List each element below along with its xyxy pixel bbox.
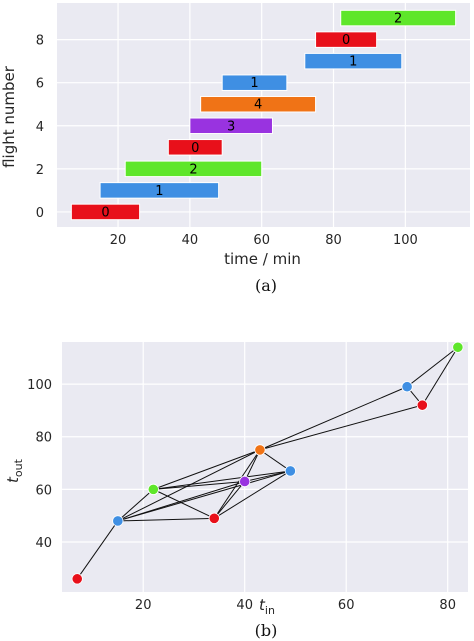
x-tick-label: 20: [135, 598, 152, 613]
graph-edge: [259, 449, 291, 472]
bar-flight-9: [340, 9, 457, 27]
plot-a-x-axis-label: time / min: [224, 250, 301, 268]
graph-edge: [153, 449, 261, 490]
graph-edge: [117, 470, 291, 522]
x-tick-label: 80: [325, 233, 342, 248]
x-tick-label: 40: [236, 598, 253, 613]
bar-label: 1: [155, 184, 163, 199]
graph-edge: [117, 488, 154, 522]
panel-b-caption: (b): [255, 621, 278, 640]
y-tick-label: 40: [35, 536, 52, 551]
y-tick-label: 4: [36, 120, 44, 135]
x-tick-label: 20: [110, 233, 127, 248]
scatter-point: [208, 512, 220, 524]
scatter-point: [71, 573, 83, 585]
bar-flight-3: [167, 139, 223, 156]
x-tick-label: 80: [439, 598, 456, 613]
graph-edge: [153, 480, 245, 490]
graph-edge: [421, 347, 459, 406]
scatter-point: [239, 475, 251, 488]
bar-flight-6: [221, 74, 288, 91]
y-tick-label: 0: [36, 206, 44, 221]
graph-edge: [244, 470, 291, 482]
graph-edge: [213, 449, 261, 519]
scatter-point: [284, 465, 296, 477]
scatter-point: [416, 399, 428, 411]
scatter-point: [254, 444, 266, 456]
graph-edge: [76, 520, 119, 580]
x-tick-label: 60: [338, 598, 355, 613]
x-tick-label: 40: [182, 233, 199, 248]
y-tick-label: 2: [36, 163, 44, 178]
plot-b-background: [62, 342, 468, 592]
y-tick-label: 6: [36, 77, 44, 92]
graph-edge: [117, 517, 215, 522]
plot-a-gridlines: [57, 3, 470, 227]
bar-label: 3: [227, 119, 235, 134]
plot-a-bars: 0 1 2 0 3 4 1 1 0 2: [70, 9, 457, 221]
graph-edge: [213, 470, 291, 519]
scatter-point: [401, 381, 413, 393]
bar-label: 0: [191, 141, 199, 156]
bar-flight-1: [99, 182, 220, 199]
x-tick-label: 100: [393, 233, 418, 248]
bar-flight-2: [124, 160, 263, 178]
x-tick-label: 60: [253, 233, 270, 248]
y-tick-label: 80: [35, 431, 52, 446]
plot-b-y-axis-label: tout: [4, 458, 25, 483]
plot-b-edges: [76, 346, 459, 580]
x-label-main: t: [259, 596, 266, 614]
graph-edge: [259, 386, 408, 451]
bar-flight-5: [200, 95, 317, 113]
y-tick-label: 100: [27, 378, 52, 393]
bar-label: 0: [342, 33, 350, 48]
scatter-point: [452, 341, 464, 353]
y-tick-label: 8: [36, 34, 44, 49]
bar-label: 1: [349, 55, 357, 70]
bar-flight-0: [70, 203, 141, 221]
plot-b-points: [71, 341, 464, 585]
graph-edge: [406, 346, 459, 388]
bar-flight-7: [304, 52, 403, 70]
plot-b-gridlines: [62, 342, 468, 592]
bar-flight-4: [189, 117, 273, 135]
bar-label: 2: [394, 12, 402, 27]
graph-edge: [213, 481, 246, 519]
plot-b-x-axis-label: tin: [259, 596, 275, 617]
scatter-point: [147, 483, 159, 495]
panel-a-caption: (a): [255, 276, 277, 295]
scatter-point: [112, 515, 124, 527]
graph-edge: [244, 449, 261, 482]
y-label-main: t: [4, 476, 22, 483]
graph-edge: [153, 488, 215, 519]
bar-label: 2: [189, 162, 197, 177]
plot-a-y-axis-label: flight number: [0, 65, 18, 168]
x-label-sub: in: [265, 604, 275, 617]
bar-label: 1: [250, 76, 258, 91]
graph-edge: [153, 470, 291, 490]
graph-edge: [259, 404, 423, 451]
graph-edge: [117, 449, 261, 522]
bar-flight-8: [315, 31, 378, 48]
y-label-sub: out: [12, 458, 25, 477]
y-tick-label: 60: [35, 483, 52, 498]
bar-label: 4: [254, 98, 262, 113]
plot-b-tick-labels: 20 40 60 80 40 60 80 100: [27, 378, 456, 613]
bar-label: 0: [101, 205, 109, 220]
